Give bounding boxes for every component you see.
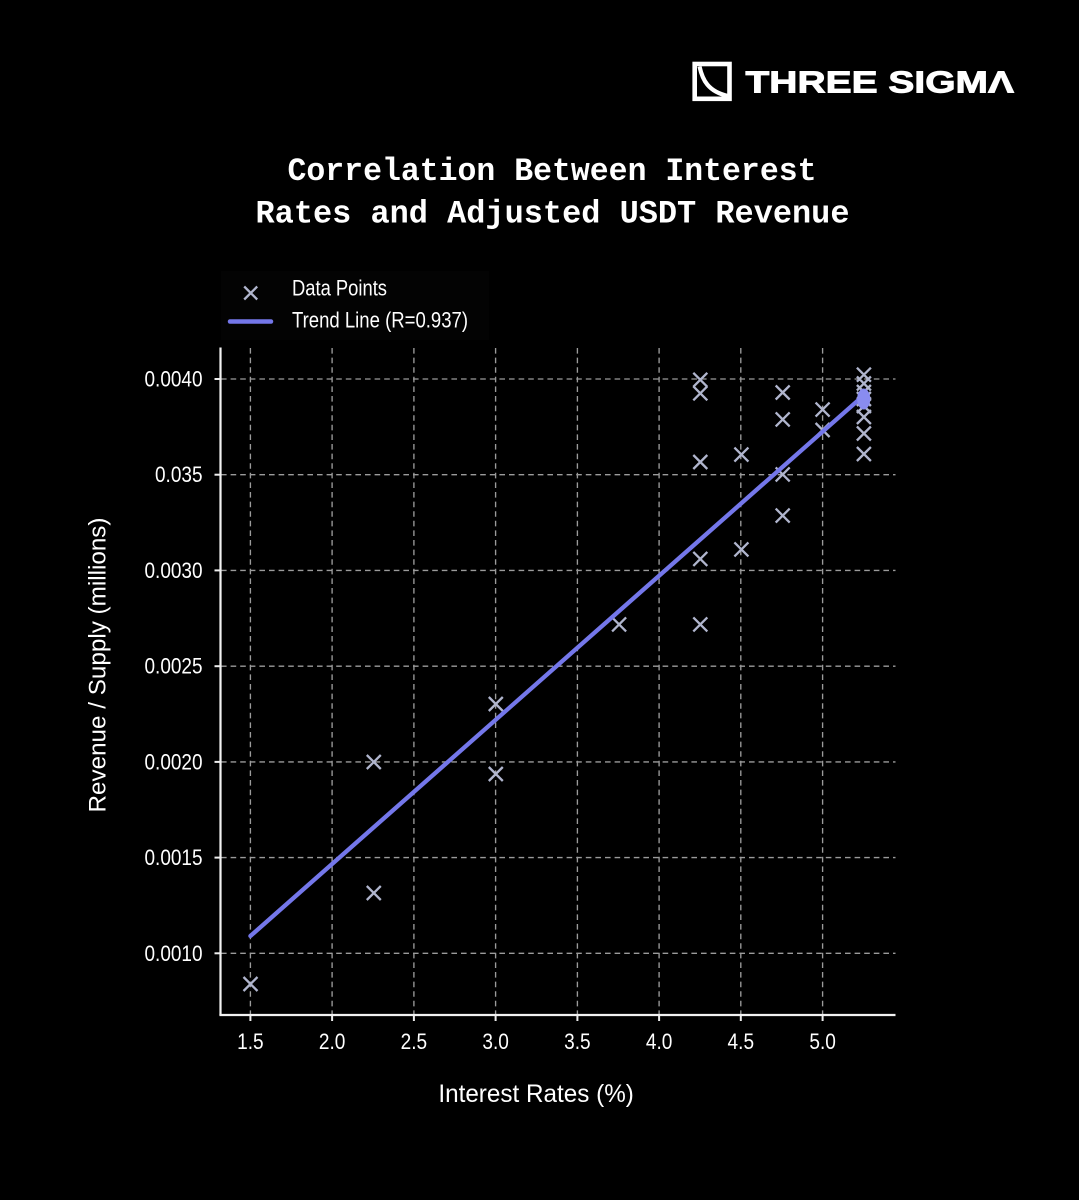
svg-text:0.0040: 0.0040 <box>145 367 203 392</box>
svg-text:Correlation Between Interest: Correlation Between Interest <box>288 153 817 190</box>
svg-text:Data Points: Data Points <box>292 276 387 301</box>
svg-text:0.0030: 0.0030 <box>145 558 203 583</box>
svg-text:0.0025: 0.0025 <box>145 654 203 679</box>
svg-text:0.0020: 0.0020 <box>145 749 203 774</box>
svg-text:Rates and Adjusted USDT Revenu: Rates and Adjusted USDT Revenue <box>256 196 850 233</box>
svg-text:0.035: 0.035 <box>155 462 203 487</box>
svg-text:Interest Rates (%): Interest Rates (%) <box>438 1080 634 1108</box>
svg-text:5.0: 5.0 <box>809 1029 836 1054</box>
svg-text:THREE SIGMΛ: THREE SIGMΛ <box>746 65 1015 100</box>
svg-text:3.5: 3.5 <box>564 1029 591 1054</box>
svg-text:2.0: 2.0 <box>319 1029 346 1054</box>
svg-text:4.5: 4.5 <box>728 1029 755 1054</box>
svg-text:4.0: 4.0 <box>646 1029 673 1054</box>
svg-text:3.0: 3.0 <box>482 1029 509 1054</box>
svg-text:0.0015: 0.0015 <box>145 845 203 870</box>
svg-text:2.5: 2.5 <box>401 1029 428 1054</box>
svg-text:0.0010: 0.0010 <box>145 941 203 966</box>
svg-text:Trend Line (R=0.937): Trend Line (R=0.937) <box>292 308 468 333</box>
svg-text:1.5: 1.5 <box>237 1029 264 1054</box>
svg-text:Revenue / Supply (millions): Revenue / Supply (millions) <box>85 518 112 813</box>
